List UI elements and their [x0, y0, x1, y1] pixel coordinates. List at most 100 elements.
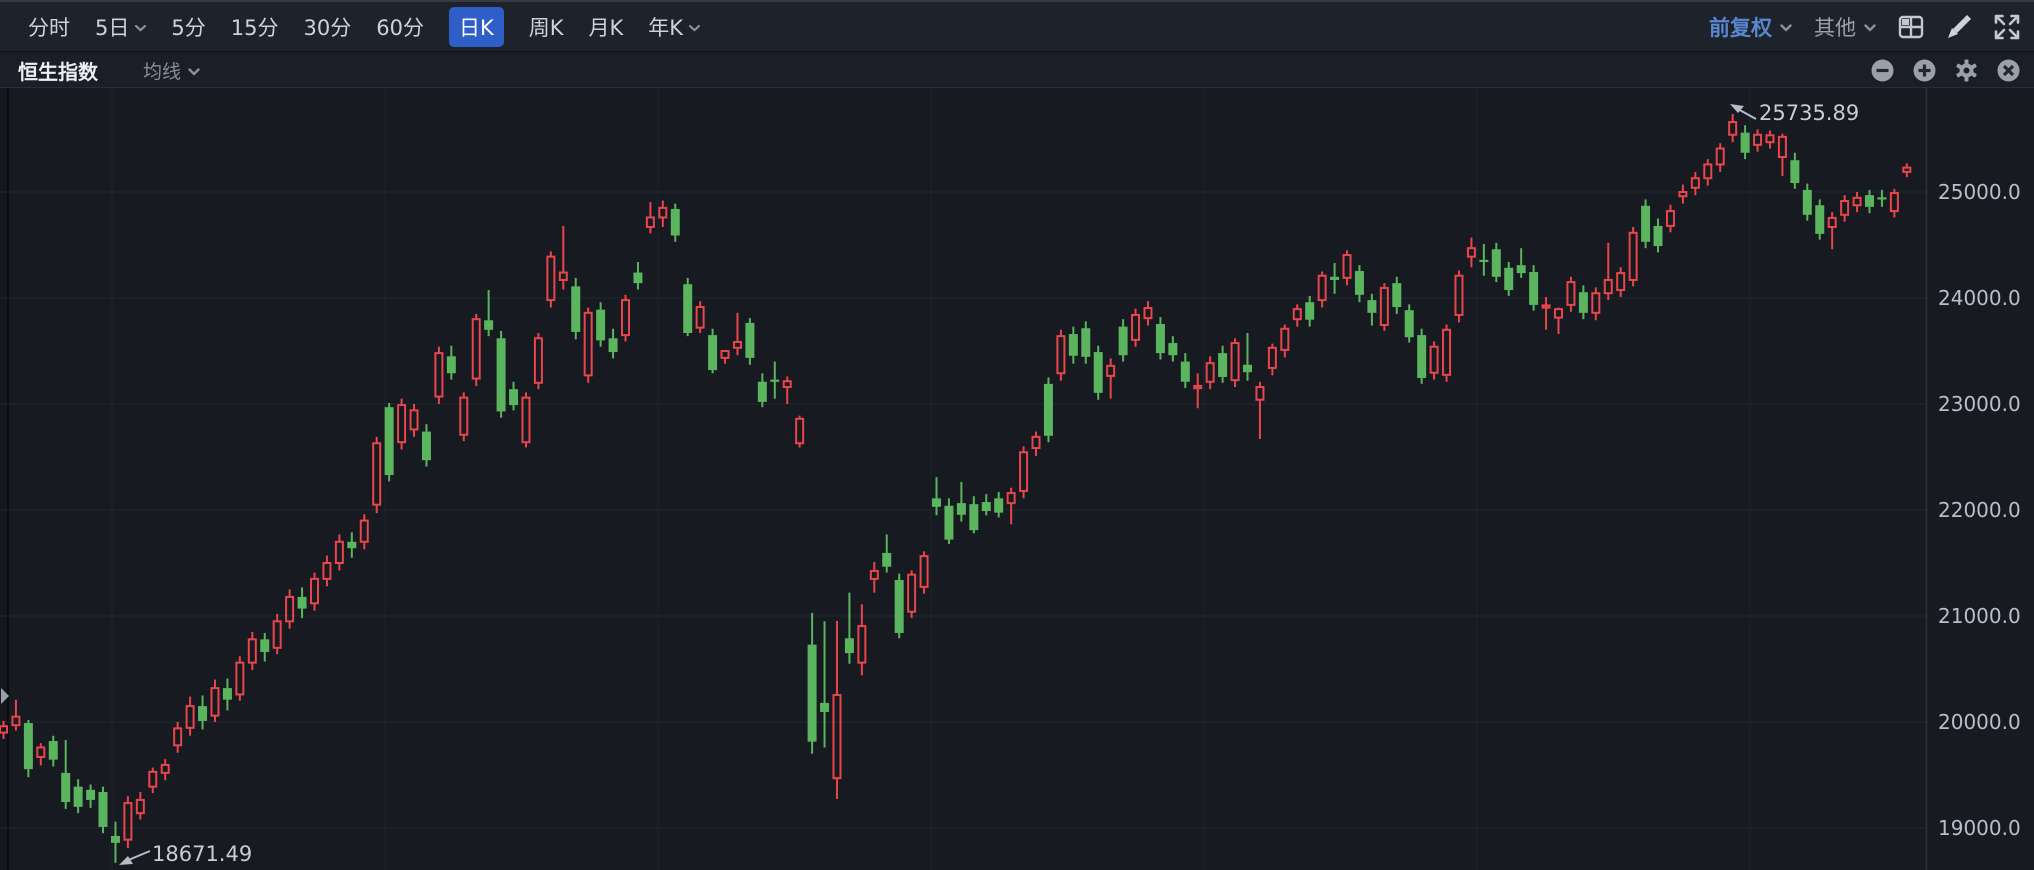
candle	[322, 562, 332, 580]
candle	[869, 569, 879, 580]
candle	[1566, 281, 1576, 306]
y-axis-label: 24000.0	[1938, 286, 2021, 310]
period-tab-30分[interactable]: 30分	[303, 12, 351, 42]
candle	[0, 725, 8, 734]
candle	[73, 786, 83, 807]
y-axis-label: 23000.0	[1938, 392, 2021, 416]
adjustment-dropdown[interactable]: 前复权	[1709, 12, 1792, 42]
candle	[1267, 346, 1277, 369]
period-tab-日K[interactable]: 日K	[448, 6, 504, 47]
candle	[471, 318, 481, 380]
candle	[1466, 247, 1476, 258]
candle	[1641, 205, 1651, 242]
candle	[272, 620, 282, 649]
candle	[98, 791, 108, 827]
candle	[1317, 274, 1327, 302]
vertical-gridlines	[111, 88, 1751, 870]
period-tab-5分[interactable]: 5分	[171, 12, 205, 42]
candle	[1715, 147, 1725, 166]
symbol-toolbar: 恒生指数 均线	[0, 53, 2034, 88]
zoom-in-icon[interactable]	[1913, 59, 1936, 82]
candle	[932, 498, 941, 507]
drawing-brush-icon[interactable]	[1946, 14, 1972, 40]
chevron-down-icon	[689, 24, 701, 32]
period-tab-5日[interactable]: 5日	[95, 12, 147, 42]
other-label: 其他	[1814, 15, 1856, 40]
pane-drag-handle[interactable]	[1, 688, 9, 704]
candle	[546, 255, 556, 302]
period-tab-60分[interactable]: 60分	[376, 12, 424, 42]
fullscreen-expand-icon[interactable]	[1994, 14, 2020, 40]
candle	[521, 396, 531, 444]
candle	[173, 727, 183, 747]
candle	[421, 431, 431, 461]
period-toolbar: 分时 5日 5分 15分 30分 60分 日K 周K 月K 年K 前复权 其他	[0, 0, 2034, 52]
candle	[384, 407, 394, 476]
candle	[1902, 166, 1912, 173]
candle	[247, 638, 257, 664]
period-tab-月K[interactable]: 月K	[589, 12, 624, 42]
candle	[670, 208, 680, 236]
candle	[1753, 133, 1763, 146]
candle	[347, 541, 357, 549]
candle	[1616, 272, 1626, 292]
candle	[1118, 326, 1128, 356]
annotation-arrows	[119, 104, 1757, 865]
candle	[1367, 300, 1377, 313]
period-tab-label: 60分	[376, 15, 424, 40]
candle	[596, 309, 606, 341]
other-dropdown[interactable]: 其他	[1814, 12, 1876, 42]
candle	[745, 322, 755, 358]
candle	[1678, 191, 1688, 198]
candlesticks[interactable]	[0, 113, 1912, 863]
candle	[720, 350, 730, 359]
period-tab-年K[interactable]: 年K	[648, 12, 701, 42]
period-tab-label: 日K	[458, 15, 494, 40]
candle	[1554, 308, 1563, 319]
candle	[683, 284, 693, 333]
period-tab-label: 年K	[648, 15, 684, 40]
candle	[1330, 276, 1340, 280]
candle	[198, 706, 208, 721]
candle	[844, 638, 854, 654]
y-axis-label: 19000.0	[1938, 816, 2021, 840]
chevron-down-icon	[188, 67, 200, 76]
candle	[633, 272, 643, 284]
candle	[533, 337, 543, 384]
candle	[770, 379, 780, 382]
period-tab-周K[interactable]: 周K	[529, 12, 564, 42]
candle	[1056, 335, 1066, 375]
zoom-out-icon[interactable]	[1871, 59, 1894, 82]
candle	[23, 723, 33, 770]
period-tab-分时[interactable]: 分时	[28, 12, 70, 42]
candle	[1529, 272, 1539, 305]
candle	[110, 835, 120, 843]
candle	[1205, 362, 1215, 383]
candle	[956, 503, 966, 515]
y-axis-label: 20000.0	[1938, 710, 2021, 734]
period-tab-15分[interactable]: 15分	[231, 12, 279, 42]
candle	[1143, 307, 1153, 320]
ma-dropdown[interactable]: 均线	[143, 57, 200, 84]
candle	[907, 573, 917, 613]
candle	[61, 772, 71, 803]
candle	[1155, 323, 1165, 354]
candle	[558, 271, 568, 281]
candle	[1740, 132, 1750, 153]
layout-grid-icon[interactable]	[1898, 14, 1924, 40]
candle	[359, 519, 369, 543]
candle	[807, 644, 817, 742]
candle	[757, 381, 767, 402]
candle	[1591, 292, 1601, 314]
candle	[1292, 308, 1302, 321]
chevron-down-icon	[135, 24, 147, 32]
close-icon[interactable]	[1997, 59, 2020, 82]
candle	[1255, 386, 1265, 401]
high-price-annotation: 25735.89	[1759, 101, 1860, 125]
candle	[1852, 196, 1862, 207]
candle	[372, 442, 382, 506]
settings-gear-icon[interactable]	[1955, 59, 1978, 82]
candle	[882, 552, 892, 567]
y-axis-label: 22000.0	[1938, 498, 2021, 522]
